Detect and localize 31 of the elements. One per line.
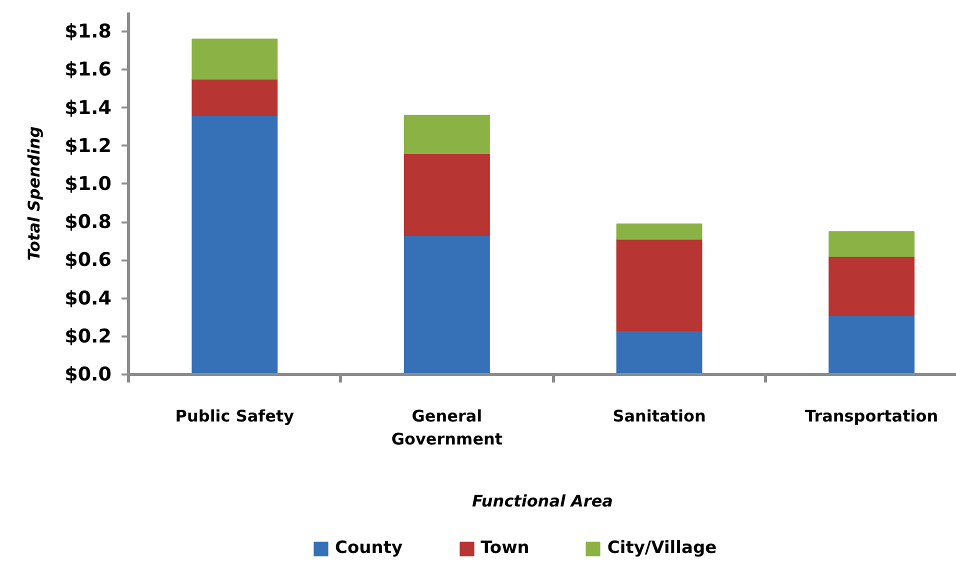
y-tick-label: $1.6 — [64, 58, 112, 81]
y-tick-label: $0.2 — [64, 325, 112, 348]
x-axis-title: Functional Area — [472, 491, 613, 510]
y-tick-label: $1.4 — [64, 96, 112, 119]
y-tick-label: $1.8 — [64, 20, 112, 43]
bar — [616, 238, 702, 332]
bar — [616, 330, 702, 374]
y-tick-label: $0.6 — [64, 249, 112, 272]
bar — [616, 223, 702, 240]
bar — [192, 38, 278, 80]
bar — [828, 314, 915, 374]
y-tick-label: $1.2 — [64, 134, 112, 157]
bar — [404, 114, 490, 154]
x-tick-label: Transportation — [805, 406, 938, 426]
y-axis-title: Total Spending — [24, 126, 44, 261]
x-tick-label: Public Safety — [175, 406, 295, 426]
bar — [404, 152, 490, 236]
legend-label: City/Village — [607, 538, 717, 558]
legend-label: County — [335, 538, 403, 558]
legend-label: Town — [480, 538, 530, 558]
bar — [828, 256, 915, 316]
y-tick-label: $0.0 — [64, 364, 112, 386]
y-tick-label: $0.4 — [64, 287, 112, 310]
x-tick-label: General Government — [391, 406, 503, 448]
y-tick-label: $0.8 — [64, 211, 112, 234]
bar — [828, 231, 915, 257]
y-tick-label: $1.0 — [64, 172, 112, 195]
bar — [192, 78, 278, 116]
x-tick-label: Sanitation — [612, 406, 706, 426]
bar — [404, 234, 490, 374]
bar — [192, 114, 278, 374]
